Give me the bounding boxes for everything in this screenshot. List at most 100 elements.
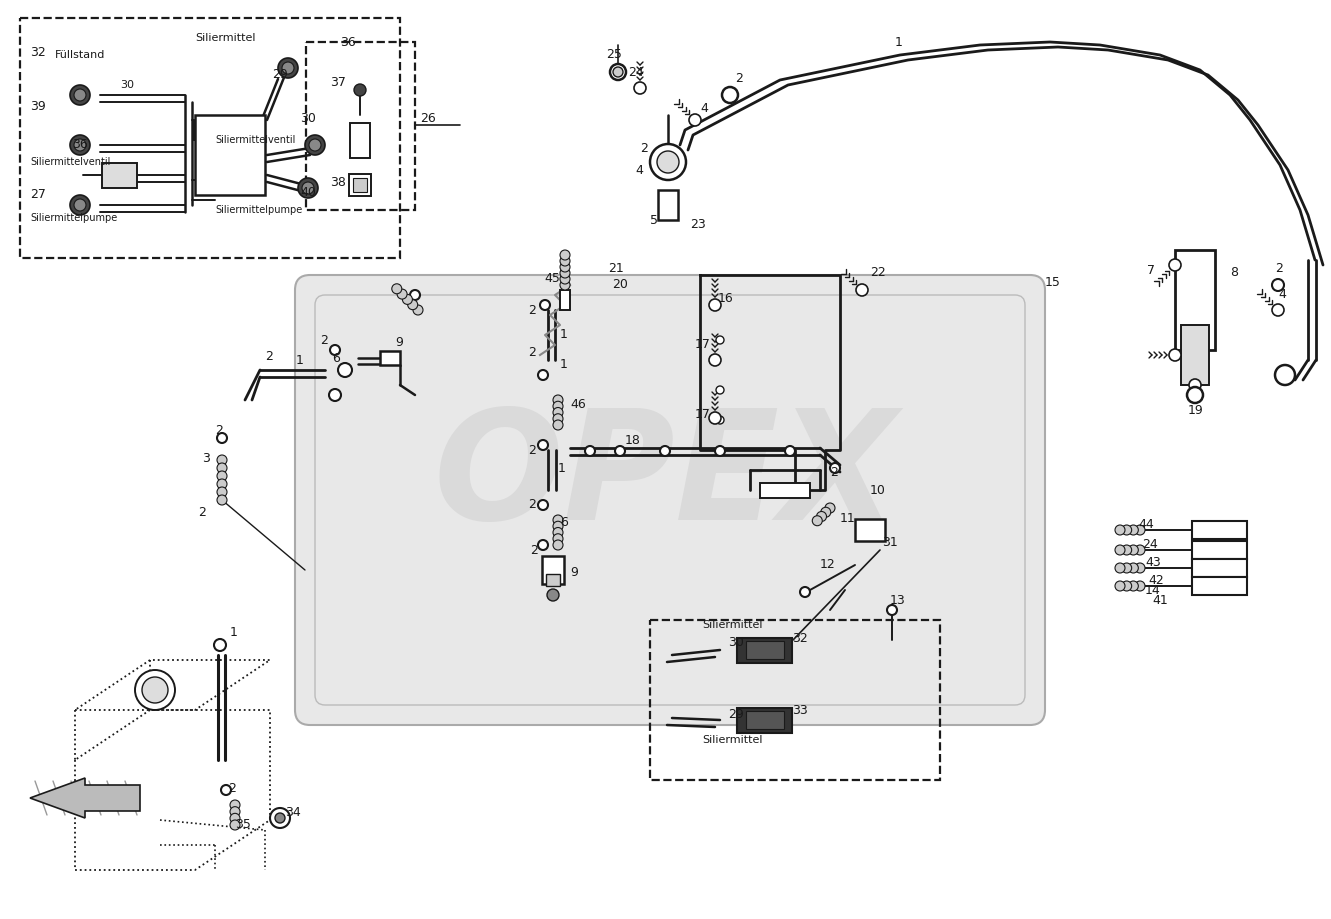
Circle shape (560, 274, 570, 284)
Circle shape (75, 199, 87, 211)
Bar (349, 174, 371, 196)
Text: 4: 4 (635, 164, 643, 176)
Text: 24: 24 (628, 65, 644, 78)
Text: 32: 32 (31, 46, 45, 59)
Circle shape (552, 521, 563, 531)
Circle shape (709, 299, 721, 311)
Text: 1: 1 (295, 354, 303, 367)
Circle shape (338, 363, 351, 377)
Text: 45: 45 (544, 271, 560, 285)
Text: 1: 1 (560, 328, 568, 342)
Circle shape (716, 336, 724, 344)
Circle shape (217, 433, 228, 443)
Circle shape (560, 268, 570, 278)
Text: 27: 27 (31, 188, 45, 201)
Circle shape (821, 507, 831, 517)
Bar (1193, 577, 1247, 595)
Circle shape (397, 289, 407, 299)
Circle shape (715, 446, 725, 456)
Text: 7: 7 (1147, 264, 1155, 277)
Circle shape (552, 395, 563, 405)
Circle shape (1122, 545, 1131, 555)
Circle shape (1135, 581, 1145, 591)
Circle shape (689, 114, 701, 126)
Text: 2: 2 (640, 142, 648, 154)
Text: 43: 43 (1145, 557, 1161, 570)
Text: 31: 31 (882, 536, 897, 549)
Circle shape (230, 820, 240, 830)
Circle shape (1187, 387, 1203, 403)
Bar (745, 711, 784, 729)
Text: 13: 13 (890, 594, 906, 607)
Circle shape (1122, 525, 1131, 535)
Circle shape (560, 256, 570, 266)
Circle shape (538, 370, 548, 380)
Circle shape (800, 587, 811, 597)
Circle shape (716, 386, 724, 394)
Circle shape (785, 446, 795, 456)
Polygon shape (31, 778, 140, 818)
Circle shape (278, 58, 298, 78)
Circle shape (552, 534, 563, 544)
Text: 2: 2 (735, 72, 743, 85)
Text: 4: 4 (700, 101, 708, 115)
Circle shape (816, 512, 827, 521)
Text: 15: 15 (1045, 276, 1061, 289)
Circle shape (552, 407, 563, 417)
Circle shape (75, 139, 87, 151)
Bar (542, 556, 564, 584)
Text: 16: 16 (717, 291, 733, 304)
Circle shape (230, 807, 240, 817)
Circle shape (547, 589, 559, 601)
Text: 29: 29 (728, 708, 744, 720)
Text: 35: 35 (236, 819, 250, 832)
Text: 2: 2 (528, 498, 536, 512)
Circle shape (71, 195, 91, 215)
Circle shape (217, 455, 228, 465)
Text: 9: 9 (395, 335, 403, 348)
Circle shape (142, 677, 168, 703)
Circle shape (75, 89, 87, 101)
Text: 2: 2 (265, 350, 273, 364)
Circle shape (230, 813, 240, 823)
Circle shape (856, 284, 868, 296)
Circle shape (610, 64, 626, 80)
Circle shape (1129, 545, 1138, 555)
Circle shape (1272, 279, 1284, 291)
Text: OPEX: OPEX (434, 403, 897, 552)
Text: 20: 20 (612, 278, 628, 291)
Circle shape (1189, 379, 1201, 391)
Text: 33: 33 (792, 704, 808, 717)
Text: 8: 8 (1230, 266, 1238, 278)
Text: 24: 24 (1142, 539, 1158, 551)
Text: 44: 44 (1138, 518, 1154, 531)
Circle shape (1135, 563, 1145, 573)
Text: 40: 40 (299, 186, 315, 199)
Bar (1193, 521, 1247, 539)
Bar (760, 482, 811, 497)
Circle shape (1129, 563, 1138, 573)
Circle shape (276, 813, 285, 823)
Circle shape (540, 300, 550, 310)
Circle shape (812, 516, 823, 526)
Text: 21: 21 (608, 262, 624, 275)
Bar (1175, 250, 1215, 350)
Circle shape (305, 135, 325, 155)
Bar (737, 708, 792, 732)
Circle shape (716, 416, 724, 424)
Circle shape (298, 178, 318, 198)
Text: Siliermittelventil: Siliermittelventil (216, 135, 295, 145)
Text: 1: 1 (230, 626, 238, 639)
Circle shape (1129, 581, 1138, 591)
Text: 6: 6 (331, 351, 339, 365)
Text: 18: 18 (626, 434, 640, 447)
Text: 42: 42 (1149, 574, 1163, 587)
Circle shape (709, 354, 721, 366)
Circle shape (552, 402, 563, 411)
Circle shape (560, 262, 570, 272)
Circle shape (217, 487, 228, 497)
Text: 26: 26 (421, 111, 435, 124)
Text: Siliermittel: Siliermittel (196, 33, 256, 43)
Text: 39: 39 (31, 100, 45, 114)
Text: 1: 1 (560, 358, 568, 371)
